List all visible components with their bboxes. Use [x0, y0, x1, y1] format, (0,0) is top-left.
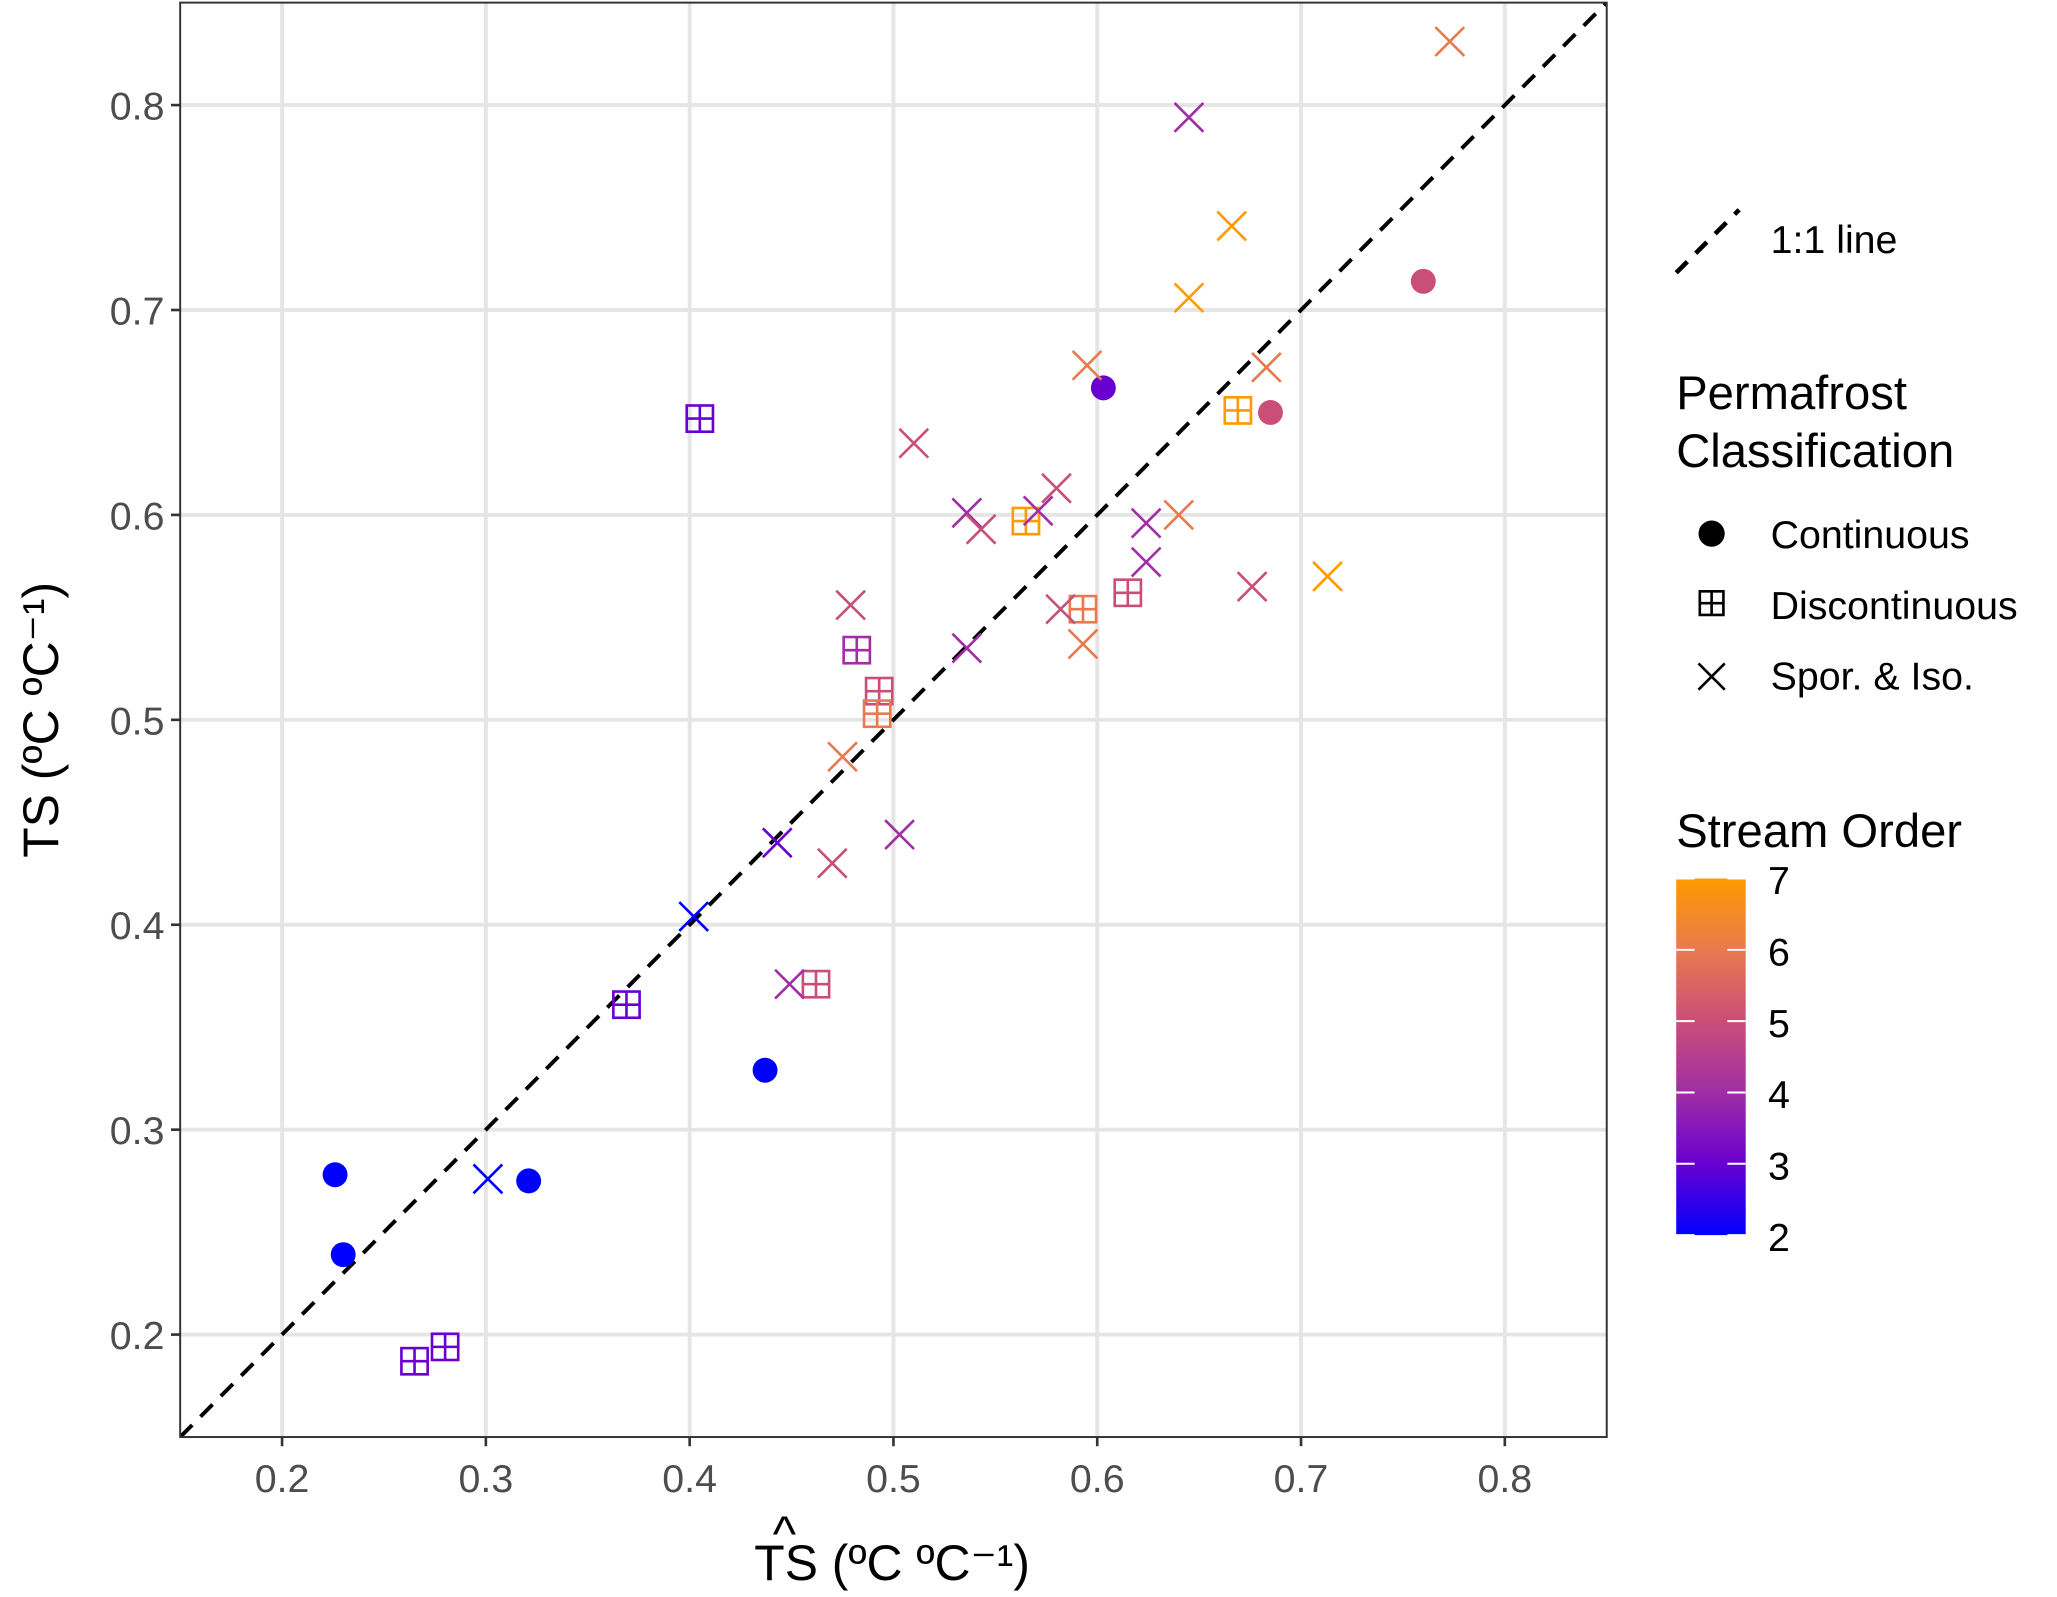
point-discontinuous: [862, 699, 892, 729]
x-tick-label: 0.7: [1274, 1457, 1329, 1501]
legend-circle-icon: [1698, 520, 1725, 547]
x-tick-label: 0.4: [662, 1457, 717, 1501]
point-discontinuous: [430, 1332, 460, 1362]
point-spor-iso: [1173, 102, 1205, 133]
colorbar-gradient: [1676, 878, 1746, 1236]
point-spor-iso: [835, 589, 867, 621]
points-layer: [322, 26, 1466, 1376]
x-tick-label: 0.5: [866, 1457, 921, 1501]
point-discontinuous: [1011, 506, 1041, 536]
y-tick-label: 0.8: [110, 85, 165, 129]
y-tick-label: 0.6: [110, 494, 165, 538]
y-tick-label: 0.3: [110, 1109, 165, 1153]
point-spor-iso: [1067, 628, 1099, 660]
x-axis-label: TS (ºC ºC⁻¹): [754, 1535, 1030, 1591]
colorbar-ticks: 7 6 5 4 3 2: [1676, 859, 1790, 1260]
legend-boxed-plus-icon: [1698, 590, 1725, 617]
point-spor-iso: [1022, 495, 1054, 527]
point-spor-iso: [1041, 472, 1072, 504]
x-axis-hat: ^: [773, 1506, 797, 1562]
legend-shape-title-1: Permafrost: [1676, 367, 1907, 420]
point-spor-iso: [965, 513, 997, 545]
colorbar-tick-label: 5: [1768, 1002, 1790, 1046]
point-discontinuous: [1068, 594, 1098, 624]
point-spor-iso: [1130, 546, 1162, 578]
point-spor-iso: [1045, 593, 1076, 625]
x-tick-label: 0.8: [1477, 1457, 1532, 1501]
point-spor-iso: [1163, 499, 1195, 531]
y-axis-label: TS (ºC ºC⁻¹): [13, 582, 69, 858]
point-discontinuous: [842, 635, 872, 665]
y-tick-label: 0.5: [110, 699, 165, 743]
point-continuous: [330, 1242, 356, 1268]
point-continuous: [1090, 375, 1116, 401]
point-discontinuous: [612, 990, 641, 1020]
x-axis-title: ^ TS (ºC ºC⁻¹): [754, 1506, 1030, 1591]
point-spor-iso: [1236, 571, 1268, 602]
point-spor-iso: [898, 427, 930, 459]
colorbar-tick-label: 6: [1768, 931, 1790, 975]
point-spor-iso: [884, 819, 915, 850]
point-discontinuous: [1113, 578, 1143, 608]
point-discontinuous: [685, 404, 715, 434]
point-discontinuous: [801, 969, 831, 999]
reference-line-layer: [180, 2, 1607, 1438]
point-spor-iso: [816, 847, 848, 879]
legend-colorbar: Stream Order 7 6 5 4 3 2: [1676, 805, 1962, 1260]
colorbar-tick-label: 4: [1768, 1073, 1790, 1117]
y-tick-label: 0.7: [110, 289, 165, 333]
point-spor-iso: [774, 968, 805, 1000]
point-spor-iso: [951, 497, 983, 529]
legend-label-discontinuous: Discontinuous: [1771, 584, 2018, 628]
legend-shapes: Permafrost Classification Continuous Dis…: [1676, 367, 2017, 699]
point-spor-iso: [761, 827, 793, 859]
point-discontinuous: [1223, 395, 1253, 425]
point-continuous: [516, 1168, 542, 1194]
x-tick-label: 0.3: [459, 1457, 514, 1501]
legend-label-spor-iso: Spor. & Iso.: [1771, 655, 1974, 699]
point-continuous: [1258, 399, 1283, 425]
colorbar-tick-label: 2: [1768, 1216, 1790, 1260]
colorbar-tick-label: 7: [1768, 859, 1790, 903]
point-spor-iso: [1130, 507, 1162, 539]
legend-color-title: Stream Order: [1676, 805, 1962, 858]
legend-dashed-line-icon: [1674, 208, 1741, 275]
legend-shape-title-2: Classification: [1676, 425, 1954, 478]
point-spor-iso: [1173, 282, 1205, 314]
point-spor-iso: [1251, 352, 1282, 383]
point-spor-iso: [678, 901, 710, 932]
gridlines: [180, 2, 1607, 1438]
one-to-one-line: [180, 2, 1607, 1438]
colorbar-tick-label: 3: [1768, 1145, 1790, 1189]
point-spor-iso: [1312, 561, 1343, 592]
legend-line: 1:1 line: [1674, 208, 1898, 275]
point-continuous: [322, 1162, 348, 1188]
y-tick-label: 0.4: [110, 904, 165, 948]
x-tick-label: 0.6: [1070, 1457, 1125, 1501]
point-spor-iso: [827, 741, 858, 773]
point-continuous: [1410, 268, 1436, 294]
point-spor-iso: [951, 632, 983, 664]
point-continuous: [752, 1057, 778, 1083]
x-tick-label: 0.2: [255, 1457, 310, 1501]
y-tick-label: 0.2: [110, 1314, 165, 1358]
axis-ticks: 0.2 0.3 0.4 0.5 0.6 0.7 0.8 0.2 0.3 0.4 0.5 0.6 0.7 0…: [110, 85, 1532, 1502]
legend-cross-icon: [1697, 662, 1726, 691]
point-spor-iso: [1216, 210, 1248, 242]
point-spor-iso: [1434, 26, 1466, 57]
legend-line-label: 1:1 line: [1771, 218, 1898, 262]
point-spor-iso: [1071, 349, 1103, 381]
point-spor-iso: [472, 1163, 504, 1195]
legend-label-continuous: Continuous: [1771, 513, 1970, 557]
point-discontinuous: [400, 1346, 429, 1376]
